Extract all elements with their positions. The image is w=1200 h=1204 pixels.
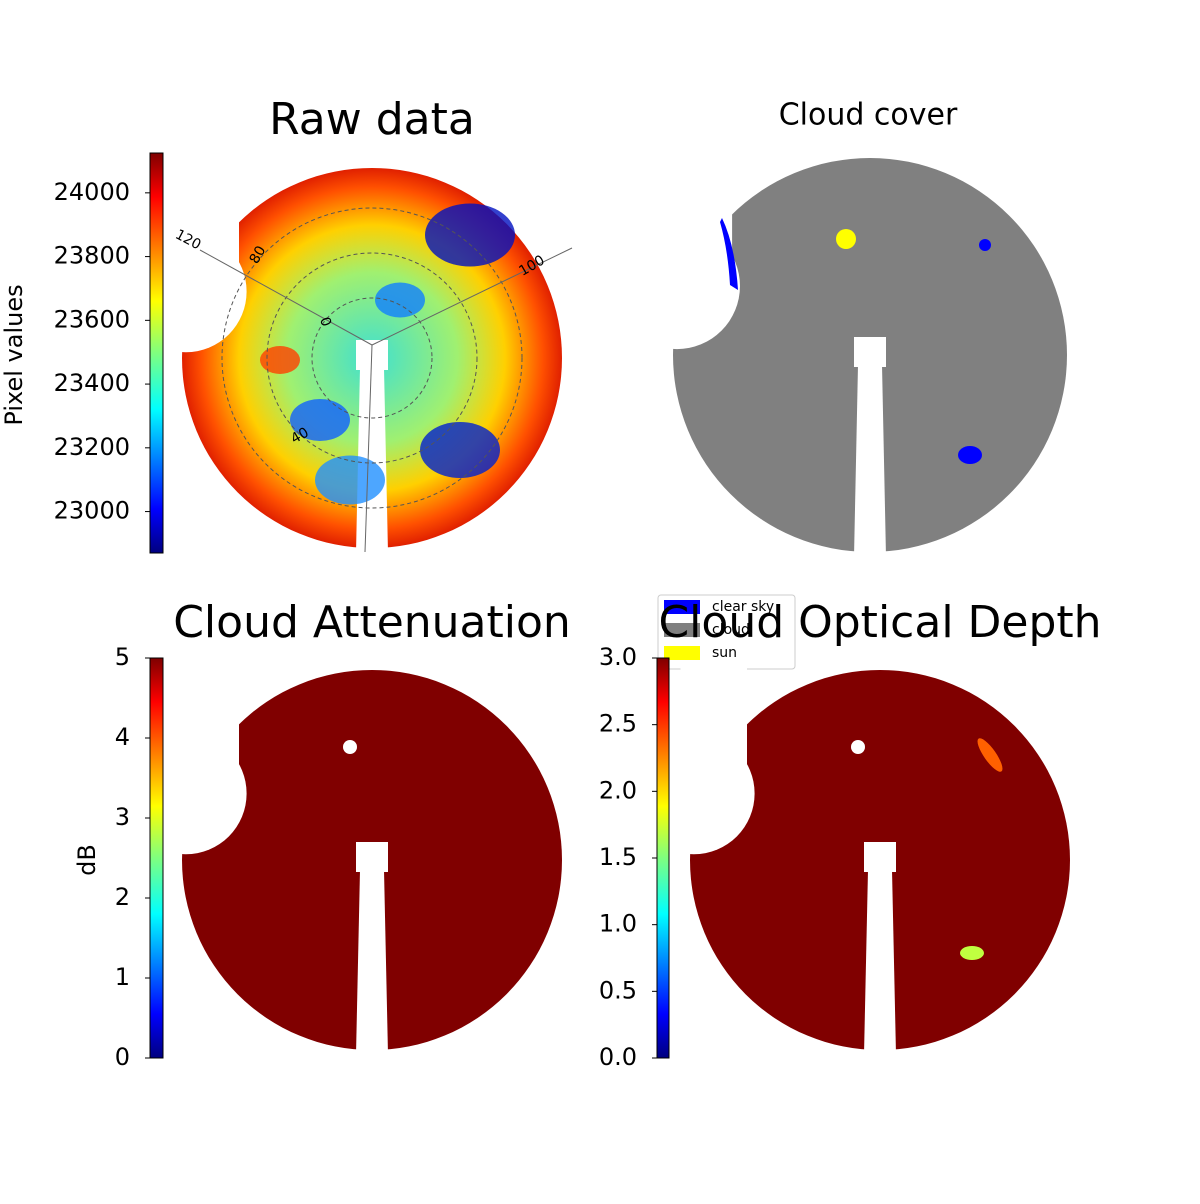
sun-mask — [343, 740, 357, 754]
polar-spoke — [199, 249, 373, 346]
colorbar-tick-label: 2 — [115, 883, 130, 911]
legend-swatch — [664, 623, 700, 637]
camera-head — [864, 842, 896, 872]
polar-label: 80 — [247, 243, 270, 266]
camera-arm — [854, 365, 886, 557]
legend-label: clear sky — [712, 599, 774, 615]
sky-image — [613, 148, 1067, 557]
legend-swatch — [664, 646, 700, 660]
colorbar-tick-label: 0.0 — [599, 1043, 637, 1071]
colorbar-tick-label: 23400 — [54, 369, 130, 397]
sun-mask — [851, 740, 865, 754]
camera-arm — [356, 870, 388, 1055]
colorbar-tick-label: 1.0 — [599, 910, 637, 938]
colorbar — [149, 152, 164, 554]
colorbar-tick-label: 23800 — [54, 242, 130, 270]
camera-head — [356, 842, 388, 872]
colorbar-tick-label: 23600 — [54, 305, 130, 333]
camera-arm — [356, 368, 388, 553]
texture — [425, 203, 515, 267]
polar-ring — [311, 297, 433, 419]
camera-arm — [864, 870, 896, 1055]
legend: clear sky cloud sun — [657, 594, 796, 670]
legend-swatch — [664, 600, 700, 614]
optical-patch — [977, 738, 1003, 772]
colorbar-tick-label: 23200 — [54, 433, 130, 461]
colorbar-tick-label: 2.5 — [599, 710, 637, 738]
polar-label: 40 — [288, 425, 311, 448]
colorbar — [149, 657, 164, 1059]
colorbar-label: Pixel values — [0, 284, 28, 425]
polar-ring — [266, 252, 478, 464]
colorbar-label: dB — [73, 844, 101, 876]
clear-patch — [720, 218, 738, 290]
sky-image — [125, 660, 562, 1055]
colorbar-tick-label: 0 — [115, 1043, 130, 1071]
obstruction — [680, 660, 747, 775]
colorbar-tick-label: 1 — [115, 963, 130, 991]
obstruction — [172, 158, 239, 273]
polar-ring — [221, 207, 523, 509]
colorbar-tick-label: 2.0 — [599, 776, 637, 804]
optical-patch — [960, 946, 984, 960]
colorbar-tick-label: 3 — [115, 803, 130, 831]
texture — [375, 282, 425, 318]
obstruction — [172, 660, 239, 775]
legend-label: sun — [712, 645, 737, 661]
colorbar-tick-label: 5 — [115, 643, 130, 671]
obstruction — [663, 148, 733, 267]
panel-title: Raw data — [269, 94, 475, 145]
panel-title: Cloud Optical Depth — [658, 597, 1101, 648]
clear-patch — [979, 239, 991, 251]
texture — [290, 399, 350, 441]
colorbar-tick-label: 0.5 — [599, 976, 637, 1004]
colorbar-tick-label: 24000 — [54, 178, 130, 206]
clear-patch — [958, 446, 982, 464]
texture — [260, 346, 300, 374]
colorbar — [656, 657, 670, 1059]
colorbar-tick-label: 23000 — [54, 497, 130, 525]
sun — [836, 229, 856, 249]
texture — [420, 422, 500, 478]
colorbar-tick-label: 1.5 — [599, 843, 637, 871]
sky-image — [633, 660, 1070, 1055]
colorbar-tick-label: 3.0 — [599, 643, 637, 671]
legend-label: cloud — [712, 622, 750, 638]
polar-spoke — [371, 247, 573, 346]
colorbar-tick-label: 4 — [115, 723, 130, 751]
camera-head — [854, 337, 886, 367]
panel-title: Cloud cover — [779, 98, 958, 133]
panel-title: Cloud Attenuation — [173, 597, 571, 648]
polar-spoke — [364, 344, 373, 553]
